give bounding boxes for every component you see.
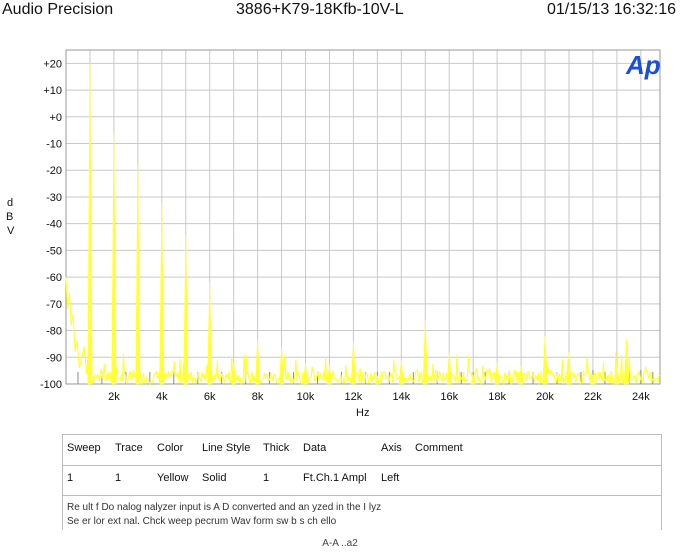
trace-peak [302, 362, 309, 385]
trace-peak [183, 234, 189, 385]
y-tick-label: -10 [46, 139, 62, 151]
y-axis-label-part: V [7, 225, 15, 237]
y-axis-label-part: B [6, 211, 13, 223]
trace-peak [623, 338, 630, 385]
header: Audio Precision 3886+K79-18Kfb-10V-L 01/… [0, 0, 680, 24]
header-test-name: 3886+K79-18Kfb-10V-L [236, 1, 404, 18]
trace-series-1 [65, 63, 661, 386]
y-tick-label: -50 [46, 245, 62, 257]
legend-cell-thick: 1 [263, 472, 270, 484]
y-tick-label: -100 [40, 379, 62, 391]
x-tick-labels: 2k 4k 6k 8k 10k 12k 14k 16k 18k 20k 22k 24k [108, 391, 650, 403]
trace-peak [614, 367, 620, 385]
x-tick-label: 24k [632, 391, 650, 403]
trace-peak [446, 351, 452, 385]
x-axis-label: Hz [356, 407, 369, 419]
legend-cell-data: Ft.Ch.1 Ampl [303, 472, 367, 484]
x-tick-label: 6k [204, 391, 216, 403]
trace-peak [231, 362, 237, 385]
legend-header-color: Color [157, 442, 184, 454]
y-tick-label: -80 [46, 326, 62, 338]
trace-peak [255, 338, 261, 385]
x-tick-label: 18k [488, 391, 506, 403]
trace-noise-floor [65, 277, 661, 386]
y-tick-label: -30 [46, 192, 62, 204]
legend-header-axis: Axis [381, 442, 402, 454]
trace-peak [422, 319, 428, 385]
horizontal-gridlines [66, 62, 660, 358]
legend-header-sweep: Sweep [67, 442, 101, 454]
ap-logo: Ap [625, 50, 661, 80]
legend-cell-line-style: Solid [202, 472, 227, 484]
header-timestamp: 01/15/13 16:32:16 [546, 1, 676, 18]
legend-cell-sweep: 1 [67, 472, 74, 484]
x-tick-label: 22k [584, 391, 602, 403]
spectrum-chart: +20+10+0-10-20-30-40-50-60-70-80-90-100 … [6, 49, 661, 419]
trace-peak [542, 335, 548, 385]
legend-header-data: Data [303, 442, 327, 454]
y-axis-label-part: d [7, 197, 13, 209]
x-tick-label: 4k [156, 391, 168, 403]
legend-row: 1 1 Yellow Solid 1 Ft.Ch.1 Ampl Left [63, 465, 661, 495]
legend-header-thick: Thick [263, 442, 290, 454]
y-tick-labels: +20 +10 +0 -10 -20 -30 -40 -50 -60 -70 -80 -90 -100 [40, 58, 62, 391]
x-tick-label: 10k [297, 391, 315, 403]
trace-peak [374, 374, 380, 385]
y-tick-label: -70 [46, 299, 62, 311]
x-tick-label: 16k [440, 391, 458, 403]
legend-header-row: Sweep Trace Color Line Style Thick Data … [63, 435, 661, 466]
trace-peak [326, 365, 333, 385]
trace-peak [470, 374, 476, 385]
y-tick-label: +10 [43, 85, 62, 97]
y-tick-label: -40 [46, 219, 62, 231]
legend-cell-color: Yellow [157, 472, 189, 484]
note-line: Re ult f Do nalog nalyzer input is A D c… [67, 502, 382, 513]
x-tick-label: 2k [108, 391, 120, 403]
note-line: Se er lor ext nal. Chck weep pecrum Wav … [67, 516, 337, 527]
trace-peak [590, 374, 596, 385]
y-tick-label: -90 [46, 352, 62, 364]
footer-text: A-A ..a2 [322, 538, 358, 549]
y-tick-label: -20 [46, 165, 62, 177]
legend-table: Sweep Trace Color Line Style Thick Data … [62, 434, 662, 496]
trace-peak [398, 359, 404, 385]
trace-peak [494, 362, 500, 385]
plot-frame [65, 49, 661, 385]
y-tick-label: -60 [46, 272, 62, 284]
trace-peak [566, 351, 572, 385]
trace-peak [518, 365, 524, 385]
header-app-name: Audio Precision [2, 1, 114, 18]
trace-peak [279, 346, 285, 385]
y-tick-label: +0 [49, 112, 62, 124]
legend-header-line-style: Line Style [202, 442, 251, 454]
trace-peak [159, 202, 165, 385]
x-tick-label: 20k [536, 391, 554, 403]
trace-peak [135, 164, 141, 385]
legend-header-comment: Comment [415, 442, 463, 454]
legend-cell-axis: Left [381, 472, 400, 484]
trace-peak [87, 63, 93, 385]
x-tick-label: 12k [345, 391, 363, 403]
trace-peak [207, 282, 213, 385]
legend-cell-trace: 1 [115, 472, 122, 484]
trace-peak [350, 341, 356, 385]
notes-box: Re ult f Do nalog nalyzer input is A D c… [62, 494, 662, 530]
legend-header-trace: Trace [115, 442, 143, 454]
x-tick-label: 8k [252, 391, 264, 403]
y-tick-label: +20 [43, 58, 62, 70]
vertical-gridlines [89, 50, 642, 384]
trace-peak [111, 132, 117, 385]
x-tick-label: 14k [392, 391, 410, 403]
